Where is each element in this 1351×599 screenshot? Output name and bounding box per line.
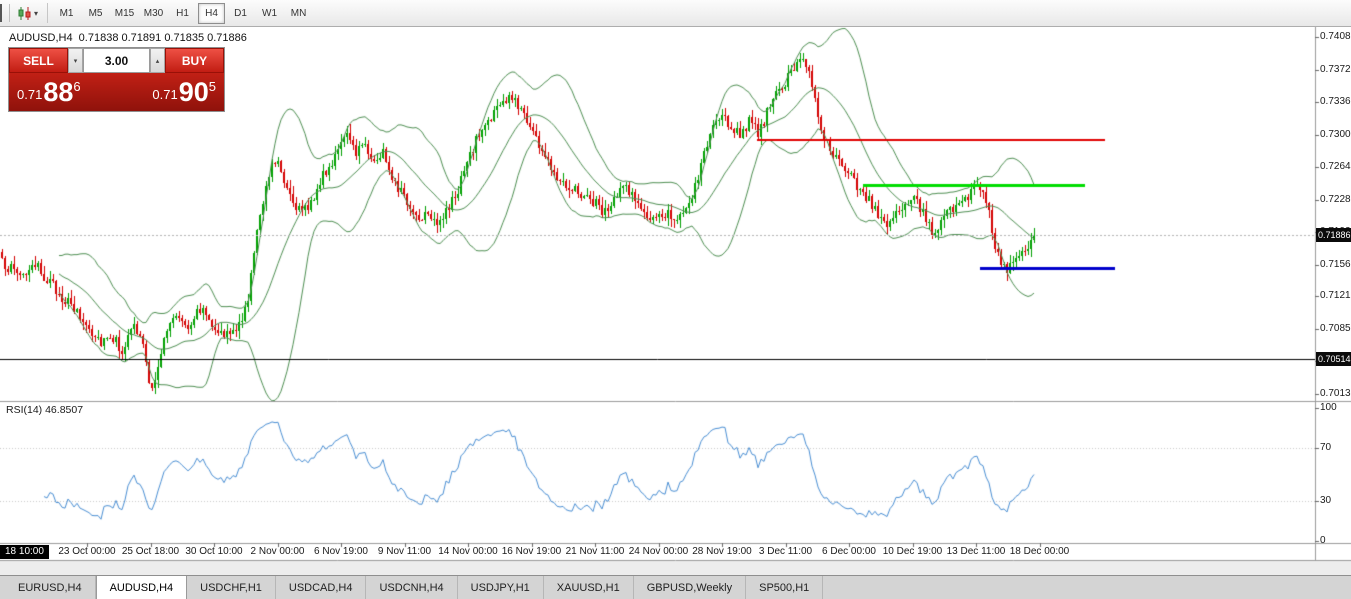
timeframe-button-m30[interactable]: M30 [140, 3, 167, 24]
time-axis-label: 6 Dec 00:00 [822, 546, 876, 557]
chart-type-button[interactable]: ▾ [12, 2, 43, 24]
chart-tab-audusd-h4[interactable]: AUDUSD,H4 [95, 576, 188, 599]
price-axis-label: 0.7408 [1320, 31, 1351, 42]
time-axis-label: 18 Dec 00:00 [1009, 546, 1070, 557]
rsi-axis-label: 70 [1320, 441, 1332, 453]
timeframe-button-w1[interactable]: W1 [256, 3, 283, 24]
price-axis-label: 0.7372 [1320, 63, 1351, 75]
time-axis-label: 24 Nov 00:00 [628, 546, 689, 557]
buy-price-pips: 90 [178, 76, 209, 107]
chart-tab-usdcad-h4[interactable]: USDCAD,H4 [276, 576, 367, 599]
price-axis-label: 0.7156 [1320, 258, 1351, 270]
time-axis-label: 6 Nov 19:00 [314, 546, 368, 557]
rsi-indicator-label: RSI(14) 46.8507 [6, 404, 84, 416]
chart-tabs: EURUSD,H4 AUDUSD,H4 USDCHF,H1 USDCAD,H4 USDC… [5, 576, 824, 599]
time-axis-label: 3 Dec 11:00 [758, 546, 813, 557]
time-axis-label: 23 Oct 00:00 [58, 546, 116, 557]
bid-price-badge: 0.71886 [1316, 228, 1351, 243]
chevron-up-icon: ▴ [155, 57, 160, 65]
price-axis-label: 0.7336 [1320, 96, 1351, 108]
timeframe-button-d1[interactable]: D1 [227, 3, 254, 24]
timeframe-button-mn[interactable]: MN [285, 3, 312, 24]
chevron-down-icon: ▾ [73, 57, 78, 65]
time-axis-label: 28 Nov 19:00 [692, 546, 752, 557]
time-axis-label: 14 Nov 00:00 [438, 546, 498, 557]
time-axis-label: 13 Dec 11:00 [946, 546, 1006, 557]
volume-input[interactable] [83, 48, 150, 73]
timeframe-toolbar: ▾ M1 M5 M15 M30 H1 H4 D1 W1 MN [0, 0, 1351, 27]
time-axis-label: 30 Oct 10:00 [185, 546, 243, 557]
buy-price-point: 5 [208, 78, 216, 94]
rsi-axis-label: 30 [1320, 495, 1332, 507]
price-axis-label: 0.7300 [1320, 128, 1351, 140]
sell-button[interactable]: SELL [9, 48, 68, 73]
time-axis-label: 25 Oct 18:00 [121, 546, 180, 557]
chevron-down-icon: ▾ [34, 8, 39, 18]
chart-tab-eurusd-h4[interactable]: EURUSD,H4 [5, 576, 96, 599]
timeframe-button-h1[interactable]: H1 [169, 3, 196, 24]
timeframe-button-m15[interactable]: M15 [111, 3, 138, 24]
price-chart-canvas[interactable] [0, 27, 1351, 575]
sell-price-display[interactable]: 0.71 88 6 [17, 76, 81, 107]
rsi-axis-label: 100 [1320, 402, 1337, 413]
sell-price-base: 0.71 [17, 86, 43, 102]
first-time-axis-label: 18 10:00 [0, 545, 49, 559]
time-axis-label: 2 Nov 00:00 [250, 546, 305, 557]
time-axis-label: 21 Nov 11:00 [565, 546, 625, 557]
candlestick-chart-icon [18, 6, 31, 20]
chart-tab-usdjpy-h1[interactable]: USDJPY,H1 [458, 576, 544, 599]
sell-price-pips: 88 [43, 76, 74, 107]
time-axis-label: 16 Nov 19:00 [501, 546, 562, 557]
chart-tab-gbpusd-weekly[interactable]: GBPUSD,Weekly [634, 576, 747, 599]
buy-price-base: 0.71 [152, 86, 178, 102]
time-axis-label: 10 Dec 19:00 [882, 546, 943, 557]
level-price-badge: 0.70514 [1316, 352, 1351, 367]
chart-tab-bar: EURUSD,H4 AUDUSD,H4 USDCHF,H1 USDCAD,H4 USDC… [0, 575, 1351, 599]
timeframe-buttons-group: M1 M5 M15 M30 H1 H4 D1 W1 MN [52, 2, 313, 24]
timeframe-button-m5[interactable]: M5 [82, 3, 109, 24]
price-axis-label: 0.7013 [1320, 388, 1351, 399]
sell-price-point: 6 [73, 78, 81, 94]
clipped-toolbar-icon [0, 4, 10, 22]
symbol-ohlc-header: AUDUSD,H4 0.71838 0.71891 0.71835 0.7188… [9, 32, 247, 44]
buy-button[interactable]: BUY [165, 48, 224, 73]
volume-preset-dropdown[interactable]: ▾ [68, 48, 83, 73]
chart-tab-xauusd-h1[interactable]: XAUUSD,H1 [544, 576, 634, 599]
price-axis-label: 0.7264 [1320, 161, 1351, 173]
trade-panel-prices-row: 0.71 88 6 0.71 90 5 [9, 73, 224, 111]
price-axis-label: 0.7121 [1320, 290, 1351, 302]
toolbar-separator [47, 3, 49, 23]
volume-step-up-button[interactable]: ▴ [150, 48, 165, 73]
rsi-axis-label: 0 [1320, 535, 1326, 546]
timeframe-button-m1[interactable]: M1 [53, 3, 80, 24]
time-axis-label: 9 Nov 11:00 [377, 546, 432, 557]
buy-price-display[interactable]: 0.71 90 5 [152, 76, 216, 107]
timeframe-button-h4[interactable]: H4 [198, 2, 226, 24]
one-click-trading-panel: SELL ▾ ▴ BUY 0.71 88 6 0.71 90 5 [8, 47, 225, 112]
price-axis-label: 0.7228 [1320, 193, 1351, 205]
trade-panel-controls-row: SELL ▾ ▴ BUY [9, 48, 224, 73]
chart-tab-usdcnh-h4[interactable]: USDCNH,H4 [366, 576, 458, 599]
chart-area: AUDUSD,H4 0.71838 0.71891 0.71835 0.7188… [0, 27, 1351, 575]
chart-tab-usdchf-h1[interactable]: USDCHF,H1 [187, 576, 276, 599]
chart-tab-sp500-h1[interactable]: SP500,H1 [746, 576, 824, 599]
price-axis-label: 0.7085 [1320, 322, 1351, 334]
